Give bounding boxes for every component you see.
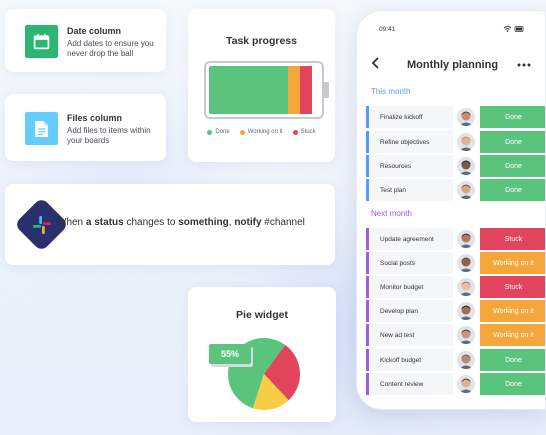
avatar[interactable]: [457, 375, 475, 393]
legend-working: Working on it: [239, 129, 283, 135]
status-cell[interactable]: Working on it: [480, 324, 545, 346]
status-cell[interactable]: Done: [480, 131, 545, 153]
board-row[interactable]: Content review Done: [366, 373, 545, 395]
automation-card: When a status changes to something, noti…: [5, 184, 335, 265]
row-item-name[interactable]: Monitor budget: [366, 276, 453, 298]
files-column-description: Add files to items within your boards: [67, 126, 151, 145]
chevron-left-icon[interactable]: [371, 57, 380, 72]
row-item-name[interactable]: Social posts: [366, 252, 453, 274]
avatar[interactable]: [457, 157, 475, 175]
row-item-name[interactable]: Develop plan: [366, 300, 453, 322]
legend-stuck: Stuck: [292, 129, 316, 135]
status-cell[interactable]: Working on it: [480, 252, 545, 274]
progress-done-segment: [209, 66, 289, 114]
pie-slice-stuck: [264, 344, 300, 401]
avatar[interactable]: [457, 133, 475, 151]
group-next-month[interactable]: Next month: [371, 209, 412, 218]
progress-working-segment: [288, 66, 301, 114]
calendar-icon: [25, 25, 58, 58]
status-cell[interactable]: Done: [480, 179, 545, 201]
phone-mockup: 09:41 Monthly planning This month Next m…: [356, 10, 546, 410]
row-item-name[interactable]: Test plan: [366, 179, 453, 201]
status-cell[interactable]: Stuck: [480, 276, 545, 298]
more-icon[interactable]: [517, 56, 531, 70]
status-cell[interactable]: Stuck: [480, 228, 545, 250]
date-column-title: Date column: [67, 26, 122, 36]
battery-tip: [324, 82, 329, 98]
avatar[interactable]: [457, 108, 475, 126]
task-progress-card: Task progress Done Working on it Stuck: [188, 9, 335, 162]
pie-widget-card: Pie widget 55%: [188, 287, 336, 422]
row-item-name[interactable]: Resources: [366, 155, 453, 177]
pie-widget-title: Pie widget: [236, 309, 288, 321]
board-title: Monthly planning: [407, 59, 499, 71]
automation-recipe-text: When a status changes to something, noti…: [57, 217, 305, 228]
date-column-description: Add dates to ensure you never drop the b…: [67, 39, 154, 58]
files-column-card: Files column Add files to items within y…: [5, 94, 166, 161]
avatar[interactable]: [457, 326, 475, 344]
row-item-name[interactable]: Update agreement: [366, 228, 453, 250]
board-row[interactable]: Develop plan Working on it: [366, 300, 545, 322]
row-item-name[interactable]: Content review: [366, 373, 453, 395]
status-icons: [503, 25, 525, 35]
board-row[interactable]: Test plan Done: [366, 179, 545, 201]
avatar[interactable]: [457, 351, 475, 369]
progress-legend: Done Working on it Stuck: [188, 129, 335, 135]
row-item-name[interactable]: Refine objectives: [366, 131, 453, 153]
group-this-month[interactable]: This month: [371, 87, 411, 96]
progress-stuck-segment: [300, 66, 313, 114]
avatar[interactable]: [457, 302, 475, 320]
legend-done: Done: [207, 129, 230, 135]
board-row[interactable]: New ad test Working on it: [366, 324, 545, 346]
progress-battery: [204, 61, 324, 119]
status-time: 09:41: [379, 26, 396, 33]
avatar[interactable]: [457, 230, 475, 248]
board-row[interactable]: Social posts Working on it: [366, 252, 545, 274]
avatar[interactable]: [457, 181, 475, 199]
board-row[interactable]: Monitor budget Stuck: [366, 276, 545, 298]
row-item-name[interactable]: Finalize kickoff: [366, 106, 453, 128]
file-icon: [25, 112, 58, 145]
pie-percent-badge: 55%: [209, 344, 251, 364]
board-row[interactable]: Resources Done: [366, 155, 545, 177]
status-cell[interactable]: Done: [480, 106, 545, 128]
slack-icon: [26, 209, 57, 240]
avatar[interactable]: [457, 278, 475, 296]
row-item-name[interactable]: New ad test: [366, 324, 453, 346]
files-column-title: Files column: [67, 113, 123, 123]
status-cell[interactable]: Working on it: [480, 300, 545, 322]
row-item-name[interactable]: Kickoff budget: [366, 349, 453, 371]
board-row[interactable]: Finalize kickoff Done: [366, 106, 545, 128]
board-row[interactable]: Update agreement Stuck: [366, 228, 545, 250]
status-cell[interactable]: Done: [480, 155, 545, 177]
avatar[interactable]: [457, 254, 475, 272]
date-column-card: Date column Add dates to ensure you neve…: [5, 9, 166, 72]
board-row[interactable]: Refine objectives Done: [366, 131, 545, 153]
pie-slice-working-on-it: [252, 374, 289, 410]
board-row[interactable]: Kickoff budget Done: [366, 349, 545, 371]
task-progress-title: Task progress: [225, 35, 297, 47]
status-cell[interactable]: Done: [480, 349, 545, 371]
status-cell[interactable]: Done: [480, 373, 545, 395]
